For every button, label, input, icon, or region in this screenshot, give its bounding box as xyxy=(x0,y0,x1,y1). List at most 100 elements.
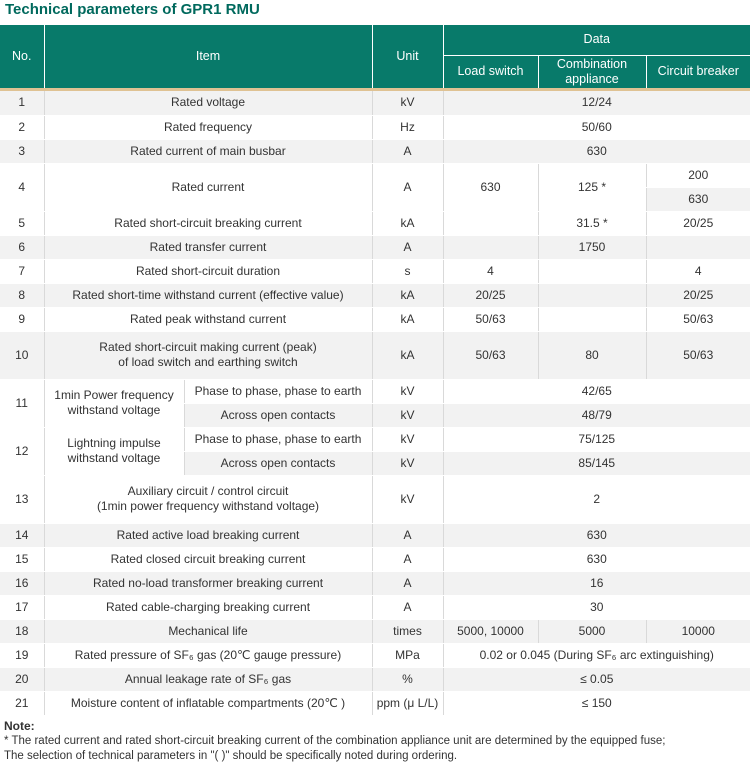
row10-no-cell: 10 xyxy=(0,331,44,380)
row10-combination-appliance-cell: 80 xyxy=(537,331,646,380)
row11-value-cell: 48/79 xyxy=(442,403,750,428)
row21-item-cell: Moisture content of inflatable compartme… xyxy=(43,691,372,716)
row9-circuit-breaker-cell: 50/63 xyxy=(645,307,750,332)
row19-no-cell: 19 xyxy=(0,643,44,668)
row12-sub-item-cell: Across open contacts xyxy=(183,451,372,476)
row5-unit-cell: kA xyxy=(371,211,443,236)
row13-item-cell: Auxiliary circuit / control circuit (1mi… xyxy=(43,475,372,524)
table-row: 14 Rated active load breaking current A … xyxy=(0,523,750,548)
row12-unit-cell: kV xyxy=(371,427,443,452)
technical-parameters-table: No. Item Unit Data Load switch Combinati… xyxy=(0,25,750,716)
row11-no-cell: 11 xyxy=(0,379,44,428)
row19-value-cell: 0.02 or 0.045 (During SF₆ arc extinguish… xyxy=(442,643,750,668)
row18-item-cell: Mechanical life xyxy=(43,619,372,644)
row18-circuit-breaker-cell: 10000 xyxy=(645,619,750,644)
row2-item-cell: Rated frequency xyxy=(43,115,372,140)
table-row: 11 1min Power frequency withstand voltag… xyxy=(0,379,750,428)
row17-value-cell: 30 xyxy=(442,595,750,620)
row2-no-cell: 2 xyxy=(0,115,44,140)
row20-unit-cell: % xyxy=(371,667,443,692)
row15-unit-cell: A xyxy=(371,547,443,572)
header-row-1: No. Item Unit Data xyxy=(0,25,750,88)
row11-group-cell: 1min Power frequency withstand voltage xyxy=(43,379,184,428)
row7-item-cell: Rated short-circuit duration xyxy=(43,259,372,284)
note-section: Note: * The rated current and rated shor… xyxy=(4,719,748,764)
page-title: Technical parameters of GPR1 RMU xyxy=(5,1,260,18)
row3-item-cell: Rated current of main busbar xyxy=(43,139,372,164)
header-combination-appliance: Combination appliance xyxy=(537,55,646,88)
row6-load-switch-cell xyxy=(442,235,538,260)
row4-circuit-breaker-top-cell: 200 xyxy=(645,163,750,188)
row1-item-cell: Rated voltage xyxy=(43,91,372,116)
row14-item-cell: Rated active load breaking current xyxy=(43,523,372,548)
row9-combination-appliance-cell xyxy=(537,307,646,332)
row10-unit-cell: kA xyxy=(371,331,443,380)
row4-item-cell: Rated current xyxy=(43,163,372,212)
table-row: 21 Moisture content of inflatable compar… xyxy=(0,691,750,716)
row6-item-cell: Rated transfer current xyxy=(43,235,372,260)
table-row: 7 Rated short-circuit duration s 4 4 xyxy=(0,259,750,284)
row16-item-cell: Rated no-load transformer breaking curre… xyxy=(43,571,372,596)
row10-circuit-breaker-cell: 50/63 xyxy=(645,331,750,380)
row18-combination-appliance-cell: 5000 xyxy=(537,619,646,644)
row7-circuit-breaker-cell: 4 xyxy=(645,259,750,284)
row11-sub-item-cell: Phase to phase, phase to earth xyxy=(183,379,372,404)
row4-circuit-breaker-bottom-cell: 630 xyxy=(645,187,750,212)
row18-unit-cell: times xyxy=(371,619,443,644)
row4-load-switch-cell: 630 xyxy=(442,163,538,212)
row1-unit-cell: kV xyxy=(371,91,443,116)
row16-no-cell: 16 xyxy=(0,571,44,596)
table-row: Across open contacts kV 48/79 xyxy=(0,403,750,428)
header-circuit-breaker: Circuit breaker xyxy=(645,55,750,88)
row11-value-cell: 42/65 xyxy=(442,379,750,404)
row19-item-cell: Rated pressure of SF₆ gas (20℃ gauge pre… xyxy=(43,643,372,668)
table-row: 1 Rated voltage kV 12/24 xyxy=(0,91,750,116)
table-header: No. Item Unit Data Load switch Combinati… xyxy=(0,25,750,88)
table-row: 16 Rated no-load transformer breaking cu… xyxy=(0,571,750,596)
note-line-2: The selection of technical parameters in… xyxy=(4,749,458,762)
header-data: Data xyxy=(442,25,750,56)
row14-no-cell: 14 xyxy=(0,523,44,548)
row7-unit-cell: s xyxy=(371,259,443,284)
row21-unit-cell: ppm (μ L/L) xyxy=(371,691,443,716)
row9-load-switch-cell: 50/63 xyxy=(442,307,538,332)
accent-divider xyxy=(0,88,750,91)
row20-item-cell: Annual leakage rate of SF₆ gas xyxy=(43,667,372,692)
row8-circuit-breaker-cell: 20/25 xyxy=(645,283,750,308)
row6-combination-appliance-cell: 1750 xyxy=(537,235,646,260)
table-row: 13 Auxiliary circuit / control circuit (… xyxy=(0,475,750,524)
row5-load-switch-cell xyxy=(442,211,538,236)
row21-value-cell: ≤ 150 xyxy=(442,691,750,716)
row13-no-cell: 13 xyxy=(0,475,44,524)
row18-load-switch-cell: 5000, 10000 xyxy=(442,619,538,644)
table-row: Across open contacts kV 85/145 xyxy=(0,451,750,476)
table-row: 8 Rated short-time withstand current (ef… xyxy=(0,283,750,308)
table-row: 4 Rated current A 630 125 * 200 xyxy=(0,163,750,212)
row3-unit-cell: A xyxy=(371,139,443,164)
row21-no-cell: 21 xyxy=(0,691,44,716)
header-item: Item xyxy=(43,25,372,88)
header-no: No. xyxy=(0,25,44,88)
row12-group-cell: Lightning impulse withstand voltage xyxy=(43,427,184,476)
table-row: 630 xyxy=(0,187,750,212)
note-label: Note: xyxy=(4,719,35,733)
row12-no-cell: 12 xyxy=(0,427,44,476)
row8-item-cell: Rated short-time withstand current (effe… xyxy=(43,283,372,308)
table-row: 17 Rated cable-charging breaking current… xyxy=(0,595,750,620)
row6-circuit-breaker-cell xyxy=(645,235,750,260)
table-row: 15 Rated closed circuit breaking current… xyxy=(0,547,750,572)
row15-value-cell: 630 xyxy=(442,547,750,572)
row8-no-cell: 8 xyxy=(0,283,44,308)
row3-no-cell: 3 xyxy=(0,139,44,164)
table-row: 9 Rated peak withstand current kA 50/63 … xyxy=(0,307,750,332)
header-load-switch: Load switch xyxy=(442,55,538,88)
accent-line xyxy=(0,88,750,91)
row20-value-cell: ≤ 0.05 xyxy=(442,667,750,692)
table-row: 20 Annual leakage rate of SF₆ gas % ≤ 0.… xyxy=(0,667,750,692)
row17-no-cell: 17 xyxy=(0,595,44,620)
row17-item-cell: Rated cable-charging breaking current xyxy=(43,595,372,620)
row13-unit-cell: kV xyxy=(371,475,443,524)
row1-no-cell: 1 xyxy=(0,91,44,116)
row4-unit-cell: A xyxy=(371,163,443,212)
